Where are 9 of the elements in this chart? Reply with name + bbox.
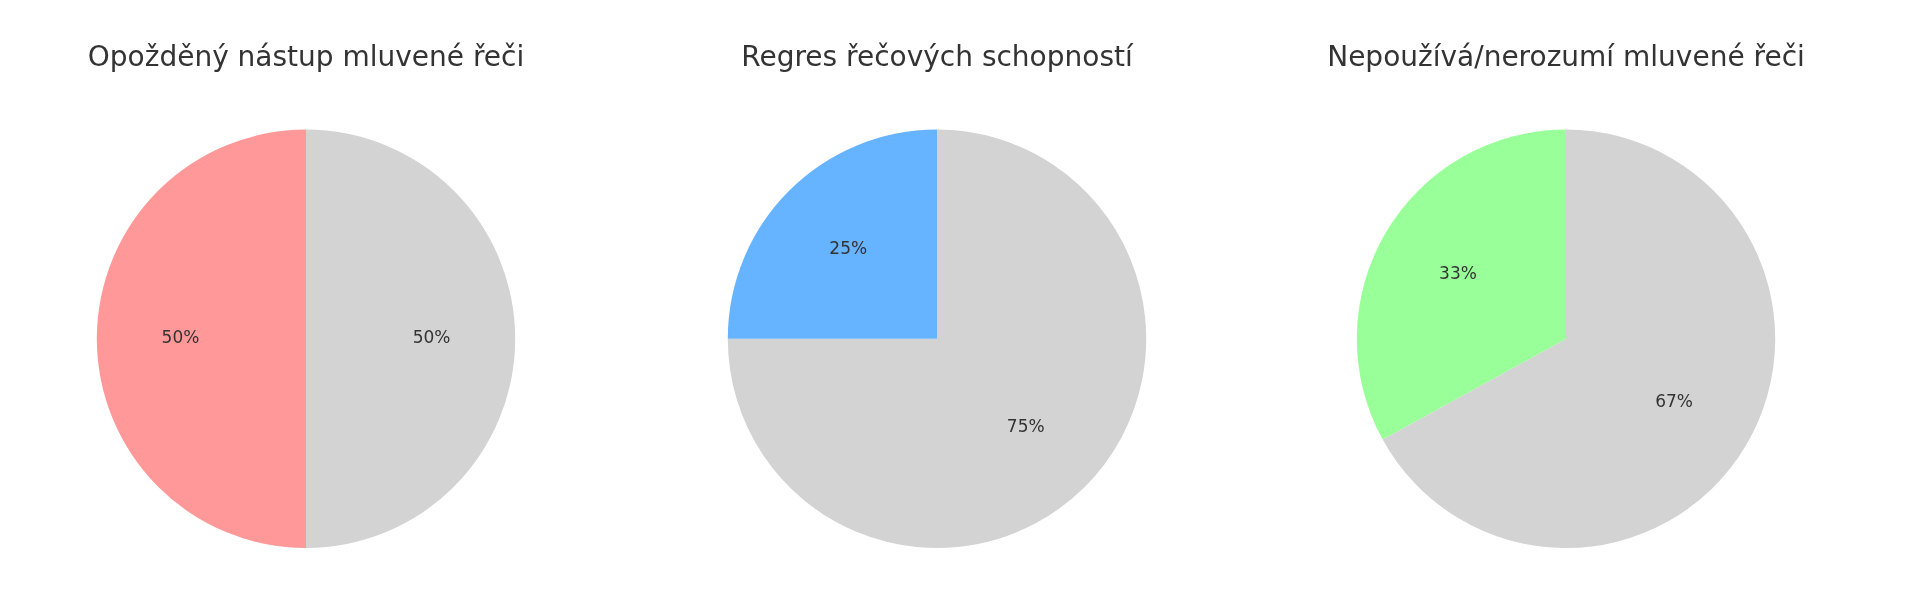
data-label: 25% bbox=[829, 238, 868, 259]
data-label: 50% bbox=[161, 327, 200, 348]
chart-title: Nepoužívá/nerozumí mluvené řeči bbox=[1327, 40, 1805, 74]
chart-title: Regres řečových schopností bbox=[741, 40, 1134, 74]
data-label: 33% bbox=[1439, 263, 1477, 284]
data-label: 67% bbox=[1655, 391, 1693, 412]
data-label: 75% bbox=[1006, 415, 1045, 436]
data-label: 50% bbox=[412, 327, 451, 348]
chart-title: Opožděný nástup mluvené řeči bbox=[87, 40, 525, 74]
